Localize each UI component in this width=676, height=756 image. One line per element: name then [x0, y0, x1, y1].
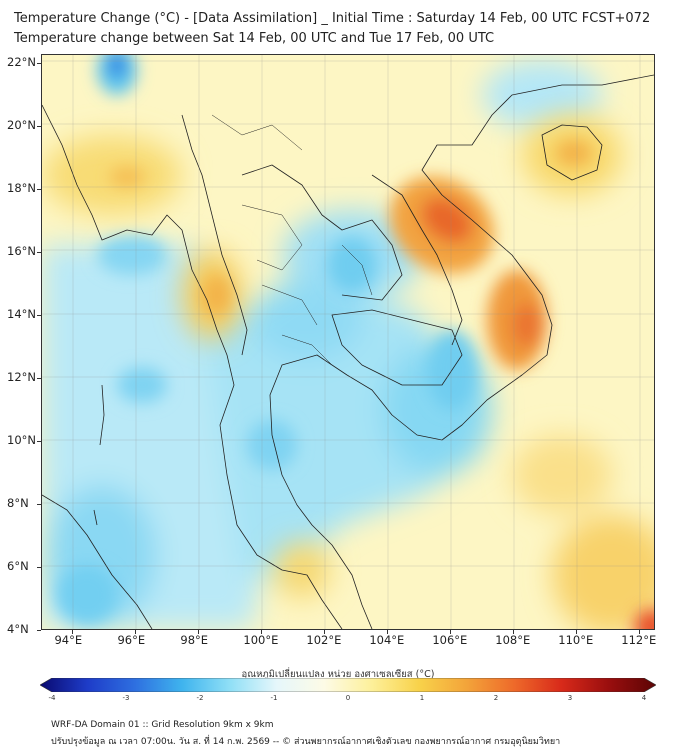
coastline-andaman-islands: [93, 384, 105, 526]
border-provinces: [211, 114, 373, 366]
lon-label: 102°E: [306, 633, 342, 647]
temperature-change-map: [42, 55, 654, 629]
colorbar-tick-label: -1: [270, 694, 278, 702]
colorbar-tick-label: 2: [493, 694, 499, 702]
colorbar-tick-label: -2: [196, 694, 204, 702]
colorbar-tick-label: -3: [122, 694, 130, 702]
lat-label: 16°N: [7, 244, 36, 259]
colorbar-tick-label: 0: [345, 694, 351, 702]
cool-core-west: [97, 235, 167, 275]
lat-label: 10°N: [7, 433, 36, 448]
lat-label: 12°N: [7, 370, 36, 385]
lon-tick: [324, 630, 326, 634]
hot-spot-southeast-corner: [634, 609, 654, 629]
coastline-hainan: [541, 124, 603, 181]
lat-tick: [37, 504, 41, 506]
lon-label: 108°E: [495, 633, 531, 647]
colorbar-tick-label: 3: [567, 694, 573, 702]
warm-region-south-sea: [512, 435, 612, 515]
lat-tick: [37, 378, 41, 380]
lon-label: 98°E: [180, 633, 209, 647]
lat-label: 14°N: [7, 307, 36, 322]
warm-region-southeast: [552, 515, 654, 629]
coastlines-and-borders: [42, 74, 654, 629]
lat-tick: [37, 441, 41, 443]
gridlines: [42, 55, 654, 629]
lon-tick: [72, 630, 74, 634]
lon-label: 110°E: [558, 633, 594, 647]
lat-label: 4°N: [7, 622, 29, 636]
hot-core-vietnam-central: [512, 303, 542, 347]
lon-label: 100°E: [243, 633, 279, 647]
footer-credit: ปรับปรุงข้อมูล ณ เวลา 07:00น. วัน ส. ที่…: [51, 737, 561, 747]
colorbar-title: อุณหภูมิเปลี่ยนแปลง หน่วย องศาเซลเซียส (…: [241, 669, 435, 680]
lat-tick: [37, 189, 41, 191]
cool-core-andaman: [117, 367, 167, 403]
lat-label: 6°N: [7, 559, 29, 574]
lon-tick: [513, 630, 515, 634]
border-laos-vietnam: [371, 174, 463, 346]
warm-region-malaysia: [274, 542, 330, 598]
lon-label: 94°E: [54, 633, 83, 647]
colorbar-tick-label: -4: [48, 694, 56, 702]
lon-label: 104°E: [369, 633, 405, 647]
lat-tick: [37, 630, 41, 631]
warm-core-shan: [203, 275, 231, 315]
lat-tick: [37, 252, 41, 254]
lon-label: 106°E: [432, 633, 468, 647]
lon-tick: [198, 630, 200, 634]
lon-tick: [576, 630, 578, 634]
lat-label: 18°N: [7, 181, 36, 196]
colorbar-bar: [40, 678, 656, 692]
colorbar: [40, 678, 656, 692]
lat-label: 8°N: [7, 496, 29, 511]
lon-label: 96°E: [117, 633, 146, 647]
border-myanmar-thailand: [181, 114, 248, 356]
cool-spot-deep: [108, 55, 126, 77]
colorbar-tick-label: 1: [419, 694, 425, 702]
border-cambodia: [331, 309, 463, 386]
lon-tick: [387, 630, 389, 634]
lon-tick: [135, 630, 137, 634]
cool-region-central: [252, 280, 362, 360]
lat-tick: [37, 567, 41, 569]
hot-core-vietnam-north: [421, 197, 473, 243]
lat-tick: [37, 63, 41, 65]
border-thailand-laos: [241, 164, 403, 301]
map-subtitle: Temperature change between Sat 14 Feb, 0…: [14, 31, 495, 46]
warm-core-myanmar: [109, 167, 145, 187]
coastline-mainland: [42, 74, 654, 629]
footer-model-info: WRF-DA Domain 01 :: Grid Resolution 9km …: [51, 720, 274, 730]
warm-core-hainan: [556, 140, 592, 166]
lon-tick: [639, 630, 641, 634]
cool-core-laos: [327, 237, 377, 293]
cool-region-north-sea: [482, 60, 602, 130]
lat-label: 22°N: [7, 55, 36, 70]
lat-tick: [37, 126, 41, 128]
colorbar-tick-label: 4: [641, 694, 647, 702]
lat-tick: [37, 315, 41, 317]
map-title: Temperature Change (°C) - [Data Assimila…: [14, 11, 651, 26]
lon-tick: [261, 630, 263, 634]
lon-tick: [450, 630, 452, 634]
cool-core-peninsula: [247, 420, 297, 470]
lon-label: 112°E: [621, 633, 657, 647]
temperature-field: [42, 55, 654, 629]
map-panel[interactable]: [41, 54, 655, 630]
cool-core-far-southwest: [57, 565, 117, 625]
coastline-sumatra: [42, 494, 153, 629]
lat-label: 20°N: [7, 118, 36, 133]
